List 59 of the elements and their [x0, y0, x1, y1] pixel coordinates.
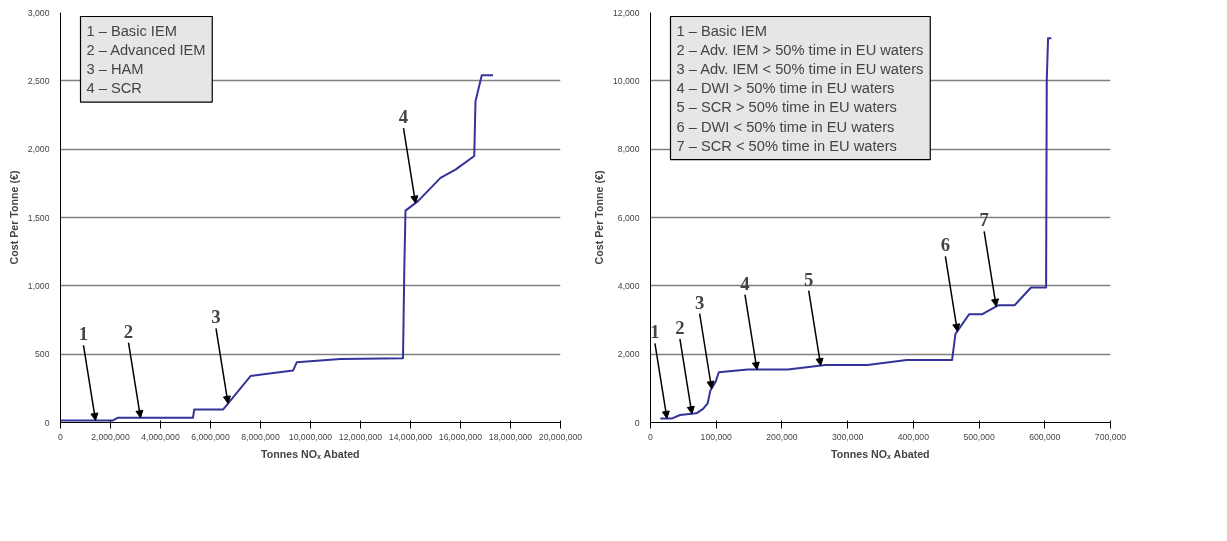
y-tick-label: 2,000	[27, 144, 50, 155]
y-tick-label: 2,500	[27, 75, 50, 86]
x-tick-label: 6,000,000	[191, 431, 230, 442]
y-tick-label: 4,000	[617, 280, 640, 291]
annotation: 2 – Advanced IEM	[86, 41, 206, 58]
x-tick-label: 20,000,000	[538, 431, 583, 442]
annotation: 5	[804, 268, 814, 290]
annotation: 3	[694, 291, 705, 313]
y-tick-label: 8,000	[617, 144, 640, 155]
x-tick-label: 0	[648, 431, 654, 442]
x-tick-label: 14,000,000	[388, 431, 433, 442]
x-tick-label: 300,000	[832, 431, 864, 442]
y-tick-label: 12,000	[613, 7, 640, 18]
annotation: 2	[123, 320, 134, 342]
x-tick-label: 4,000,000	[141, 431, 180, 442]
x-axis-title: Tonnes NOₓ Abated	[830, 447, 930, 460]
annotation: 7 – SCR < 50% time in EU waters	[676, 137, 897, 154]
annotation: 2 – Adv. IEM > 50% time in EU waters	[676, 41, 924, 58]
x-tick-label: 700,000	[1094, 431, 1127, 442]
line-series	[60, 74, 494, 422]
x-tick-label: 10,000,000	[288, 431, 333, 442]
x-tick-label: 2,000,000	[91, 431, 130, 442]
y-tick-label: 3,000	[27, 7, 50, 18]
y-tick-label: 1,000	[27, 280, 50, 291]
x-tick-label: 16,000,000	[438, 431, 483, 442]
y-tick-label: 10,000	[613, 75, 640, 86]
annotation: 6 – DWI < 50% time in EU waters	[676, 118, 895, 135]
annotation: 3 – HAM	[86, 60, 144, 77]
annotation: 1 – Basic IEM	[86, 22, 177, 39]
annotation: 2	[675, 316, 685, 338]
annotation: 5 – SCR > 50% time in EU waters	[676, 99, 897, 116]
annotation: 3 – Adv. IEM < 50% time in EU waters	[676, 60, 924, 77]
y-tick-label: 0	[634, 417, 640, 428]
y-tick-label: 1,500	[27, 212, 50, 223]
x-tick-label: 100,000	[700, 431, 733, 442]
annotation: 1 – Basic IEM	[676, 22, 767, 39]
y-axis-title: Cost Per Tonne (€)	[7, 170, 20, 265]
x-tick-label: 400,000	[897, 431, 930, 442]
annotation: 4 – DWI > 50% time in EU waters	[676, 80, 895, 97]
annotation: 1	[78, 323, 89, 345]
annotation: 3	[211, 306, 221, 328]
x-tick-label: 0	[58, 431, 64, 442]
y-tick-label: 500	[35, 349, 50, 360]
y-tick-label: 6,000	[617, 212, 640, 223]
x-tick-label: 12,000,000	[338, 431, 383, 442]
y-tick-label: 0	[44, 417, 50, 428]
x-tick-label: 18,000,000	[488, 431, 533, 442]
y-tick-label: 2,000	[617, 349, 640, 360]
annotation: 1	[650, 321, 660, 343]
line-series	[659, 37, 1053, 420]
x-tick-label: 600,000	[1029, 431, 1061, 442]
annotation: 4	[398, 106, 409, 128]
x-tick-label: 8,000,000	[241, 431, 280, 442]
x-tick-label: 200,000	[766, 431, 798, 442]
annotation: 4 – SCR	[86, 80, 142, 97]
x-tick-label: 500,000	[963, 431, 995, 442]
x-axis-title: Tonnes NOₓ Abated	[260, 447, 360, 460]
annotation: 6	[940, 234, 951, 256]
y-axis-title: Cost Per Tonne (€)	[593, 170, 606, 265]
